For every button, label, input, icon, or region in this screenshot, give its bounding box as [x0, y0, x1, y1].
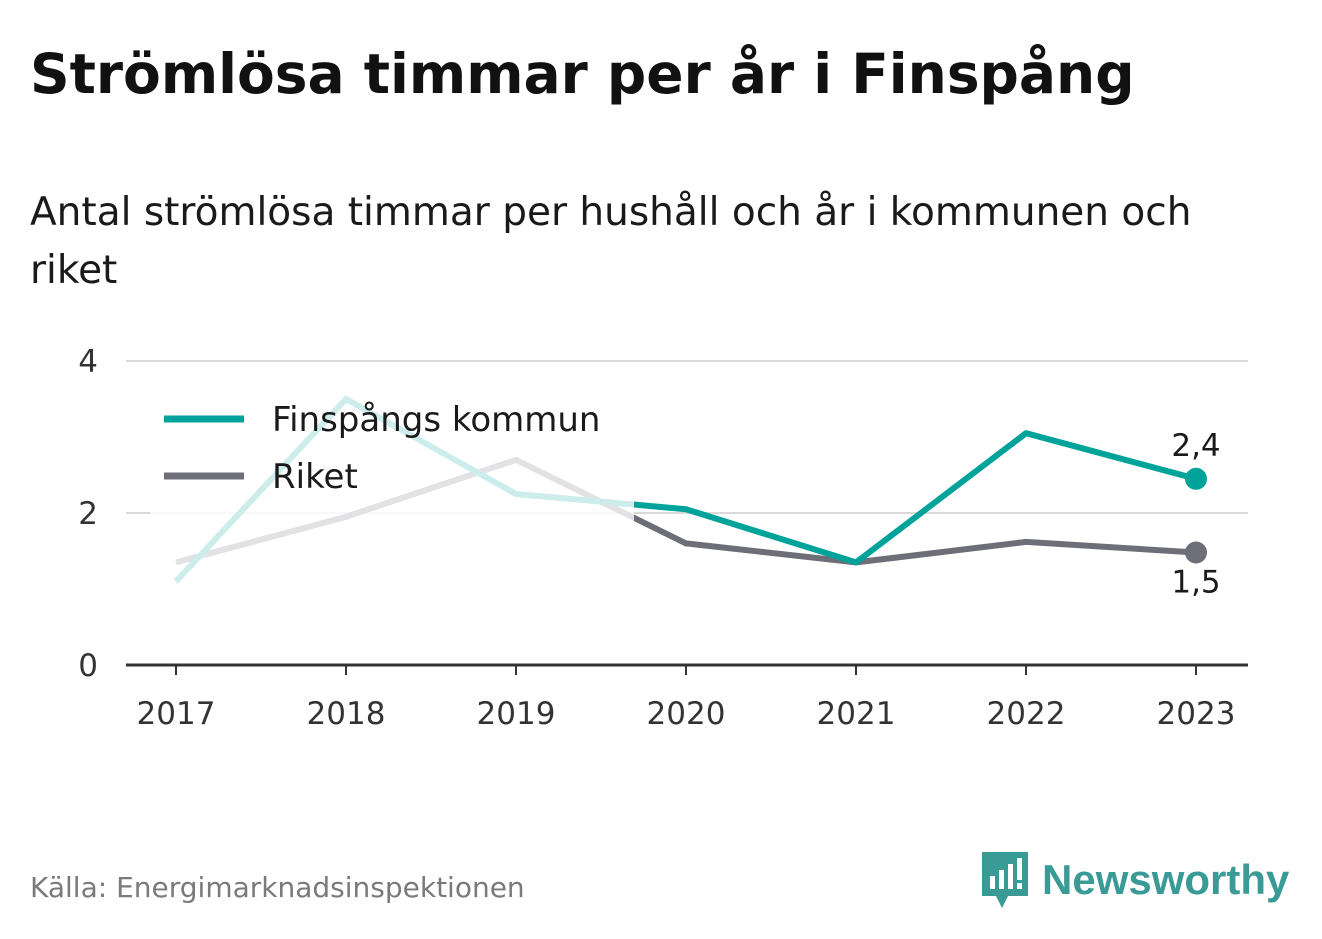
- newsworthy-logo-icon: [982, 852, 1028, 908]
- riket-end-marker: [1185, 541, 1207, 564]
- end-value-label: 2,4: [1171, 428, 1220, 464]
- x-tick-label: 2023: [1157, 696, 1236, 732]
- chart-title: Strömlösa timmar per år i Finspång: [30, 42, 1135, 106]
- y-tick-label: 4: [78, 344, 98, 380]
- x-tick-label: 2018: [307, 696, 386, 732]
- y-tick-label: 0: [78, 648, 98, 684]
- x-tick-label: 2022: [987, 696, 1066, 732]
- source-note: Källa: Energimarknadsinspektionen: [30, 871, 525, 904]
- end-value-label: 1,5: [1171, 565, 1220, 601]
- chart-subtitle: Antal strömlösa timmar per hushåll och å…: [30, 190, 1192, 293]
- legend-label: Finspångs kommun: [272, 400, 600, 440]
- x-tick-label: 2017: [137, 696, 216, 732]
- legend-item-riket: Riket: [164, 457, 358, 497]
- legend-label: Riket: [272, 457, 358, 497]
- brand: Newsworthy: [980, 848, 1289, 912]
- x-tick-label: 2021: [817, 696, 896, 732]
- x-tick-label: 2019: [477, 696, 556, 732]
- legend-item-finspang: Finspångs kommun: [164, 400, 600, 440]
- finspang-end-marker: [1185, 467, 1207, 490]
- x-tick-label: 2020: [647, 696, 726, 732]
- brand-name: Newsworthy: [1042, 856, 1290, 903]
- y-tick-label: 2: [78, 496, 98, 532]
